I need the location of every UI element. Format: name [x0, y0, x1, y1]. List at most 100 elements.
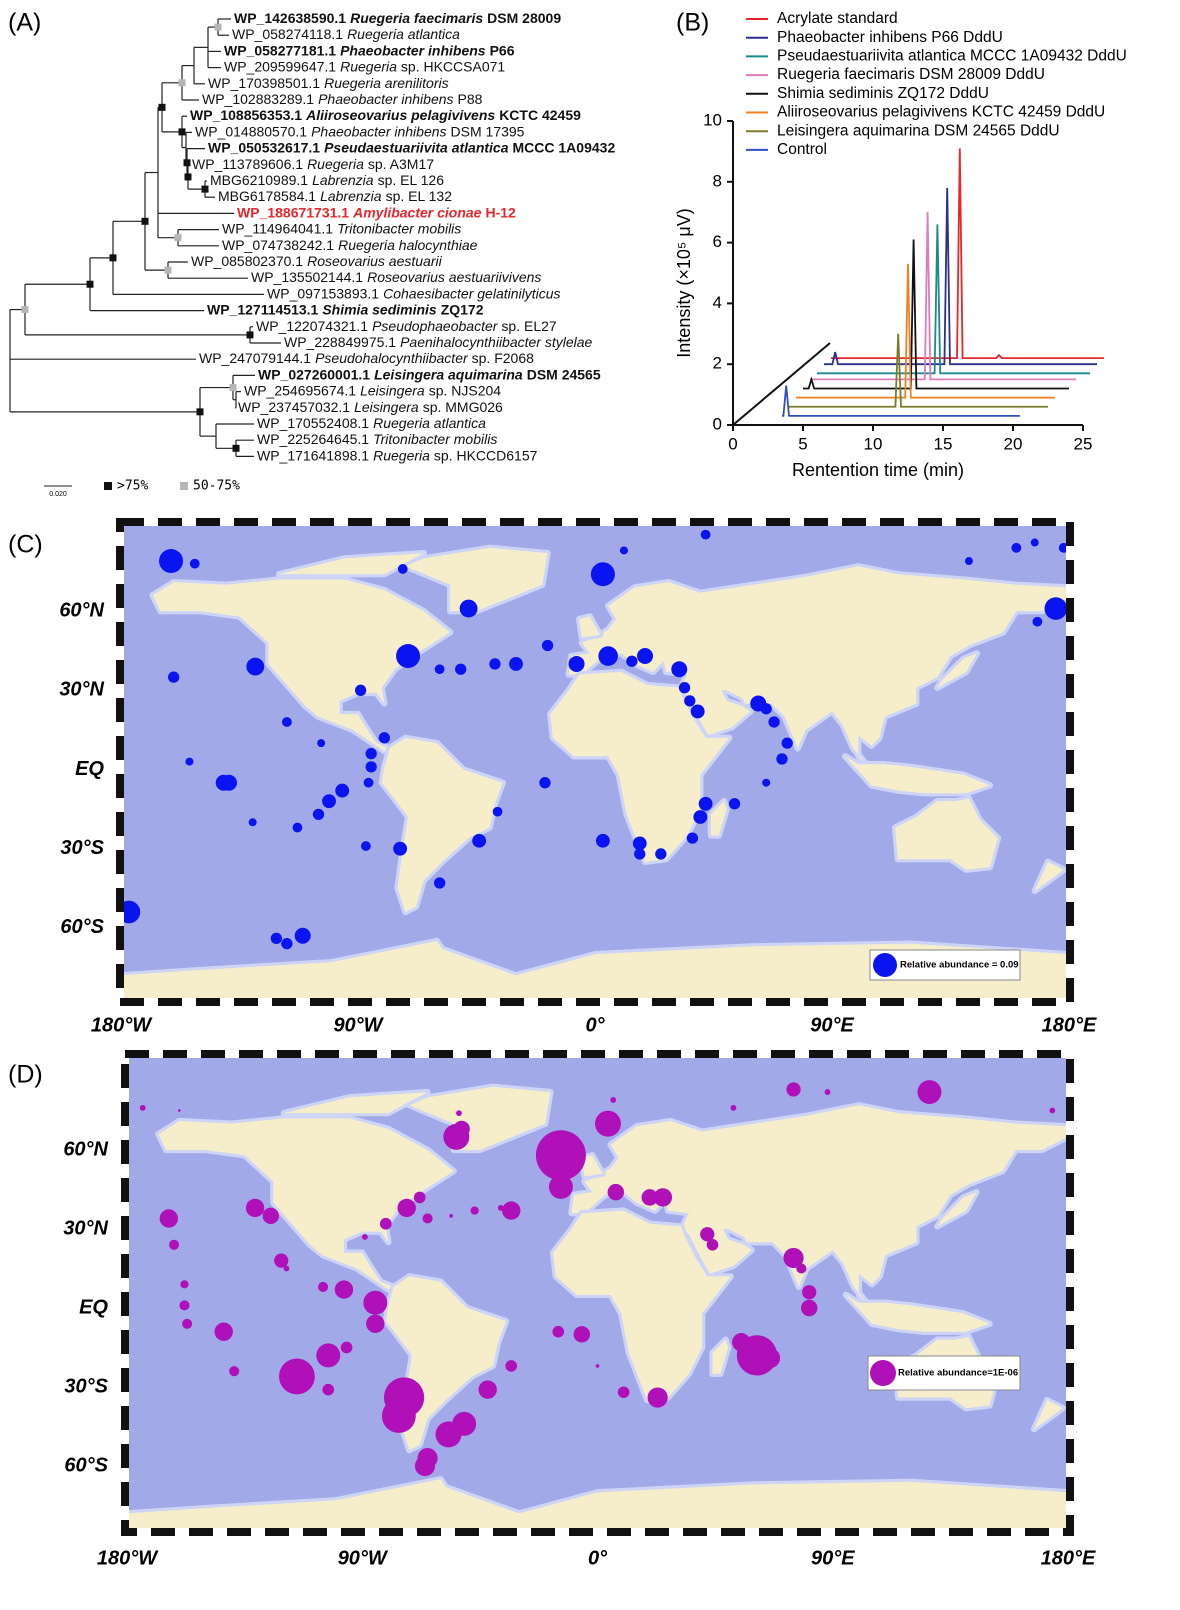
support-marker [215, 24, 222, 31]
y-tick-label: 0 [713, 414, 722, 433]
legend-label: Pseudaestuariivita atlantica MCCC 1A0943… [777, 47, 1127, 64]
sample-point [479, 1380, 497, 1398]
x-tick-label: 20 [1004, 434, 1023, 453]
lat-label: 30°S [64, 1375, 108, 1397]
legend-label: Phaeobacter inhibens P66 DddU [777, 29, 1003, 46]
sample-point [760, 1348, 780, 1368]
sample-point [595, 1111, 621, 1137]
support-marker [247, 331, 254, 338]
sample-point [655, 848, 666, 859]
leaf-species: Phaeobacter inhibens [340, 42, 486, 58]
sample-point [502, 1201, 520, 1219]
sample-point [362, 1234, 368, 1240]
support-marker [110, 254, 117, 261]
panel-label: (A) [8, 9, 41, 37]
leaf-strain: MCCC 1A09432 [513, 139, 616, 155]
sample-point [415, 1456, 435, 1476]
sample-point [648, 1387, 668, 1407]
sample-point [509, 657, 523, 671]
leaf-id: WP_171641898.1 [257, 447, 369, 463]
sample-point [282, 717, 292, 727]
leaf-id: WP_074738242.1 [222, 237, 334, 253]
sample-point [549, 1175, 573, 1199]
leaf-id: WP_014880570.1 [195, 123, 307, 139]
sample-point [493, 807, 503, 817]
sample-point [271, 933, 282, 944]
leaf-id: WP_225264645.1 [257, 431, 369, 447]
sample-point [160, 1209, 178, 1227]
leaf-species: Phaeobacter inhibens [318, 91, 453, 107]
leaf-species: Aliiroseovarius pelagivivens [305, 107, 495, 123]
lat-label: 30°N [63, 1217, 108, 1239]
y-tick-label: 2 [713, 354, 722, 373]
leaf-species: Ruegeria atlantica [347, 26, 460, 42]
leaf-strain: ZQ172 [441, 301, 484, 317]
sample-point [295, 928, 311, 944]
leaf-label: WP_102883289.1Phaeobacter inhibensP88 [202, 91, 483, 107]
leaf-id: WP_254695674.1 [244, 382, 356, 398]
leaf-strain: sp. NJS204 [429, 382, 502, 398]
sample-point [825, 1089, 831, 1095]
sample-point [449, 1214, 453, 1218]
sample-point [246, 658, 264, 676]
legend-label: Aliiroseovarius pelagivivens KCTC 42459 … [777, 104, 1105, 121]
leaf-id: WP_102883289.1 [202, 91, 314, 107]
sample-point [366, 761, 377, 772]
sample-point [691, 705, 705, 719]
support-marker [233, 445, 240, 452]
chromatogram-line [817, 224, 1090, 373]
leaf-id: WP_209599647.1 [224, 58, 336, 74]
sample-point [596, 834, 610, 848]
lon-label: 180°W [91, 1014, 153, 1036]
legend-label: Shimia sediminis ZQ172 DddU [777, 85, 989, 102]
leaf-id: WP_142638590.1 [234, 10, 346, 26]
page: (A)(B)(C)(D)WP_142638590.1Ruegeria faeci… [0, 0, 1180, 1610]
leaf-id: WP_135502144.1 [251, 269, 363, 285]
leaf-label: WP_171641898.1Ruegeriasp. HKCCD6157 [257, 447, 538, 463]
leaf-id: WP_247079144.1 [199, 350, 311, 366]
leaf-id: WP_108856353.1 [190, 107, 302, 123]
leaf-id: WP_188671731.1 [237, 204, 349, 220]
sample-point [542, 640, 553, 651]
support-marker [175, 234, 182, 241]
sample-point [221, 775, 237, 791]
sample-point [536, 1130, 586, 1180]
leaf-id: WP_058274118.1 [232, 26, 343, 42]
sample-point [634, 848, 645, 859]
sample-point [322, 794, 336, 808]
x-tick-label: 15 [934, 434, 953, 453]
y-tick-label: 10 [703, 110, 722, 129]
sample-point [168, 671, 179, 682]
leaf-species: Ruegeria [307, 156, 364, 172]
support-marker [87, 281, 94, 288]
sample-point [460, 600, 478, 618]
x-tick-label: 5 [798, 434, 807, 453]
leaf-species: Ruegeria faecimaris [350, 10, 483, 26]
sample-point [917, 1080, 941, 1104]
sample-point [382, 1399, 416, 1433]
lon-label: 90°W [338, 1547, 389, 1569]
sample-point [316, 1343, 340, 1367]
sample-point [1049, 1108, 1055, 1114]
sample-point [598, 646, 618, 666]
leaf-strain: sp. EL27 [501, 318, 556, 334]
legend-circle [873, 953, 897, 977]
sample-point [762, 779, 770, 787]
sample-point [610, 1097, 616, 1103]
leaf-strain: KCTC 42459 [499, 107, 581, 123]
sample-point [574, 1326, 590, 1342]
y-axis-label: Intensity (×10⁵ μV) [674, 208, 694, 357]
lat-label: 60°S [64, 1454, 108, 1476]
sample-point [729, 798, 740, 809]
support-marker [184, 159, 191, 166]
sample-point [620, 546, 628, 554]
sample-point [313, 809, 324, 820]
